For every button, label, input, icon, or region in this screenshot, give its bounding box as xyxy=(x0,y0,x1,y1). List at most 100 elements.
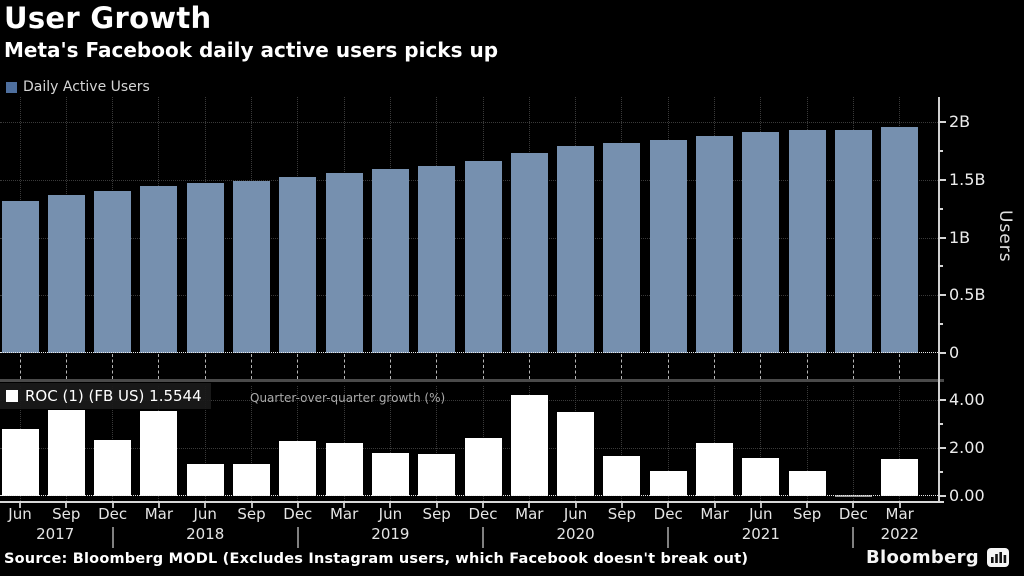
dau-bar[interactable] xyxy=(187,183,224,353)
roc-bar[interactable] xyxy=(187,464,224,496)
y-axis-tick xyxy=(938,447,946,449)
x-label-month: Dec xyxy=(831,506,875,523)
x-tick xyxy=(899,503,901,508)
gridline-gap-dash xyxy=(20,354,21,379)
gridline-gap-dash xyxy=(668,354,669,379)
roc-bar[interactable] xyxy=(326,443,363,496)
year-divider xyxy=(482,527,484,548)
y-axis-label: 0.00 xyxy=(949,487,1013,505)
dau-bar[interactable] xyxy=(650,140,687,353)
y-axis-tick xyxy=(938,121,946,123)
gridline-gap-dash xyxy=(853,354,854,379)
x-label-month: Sep xyxy=(600,506,644,523)
x-tick xyxy=(436,503,438,508)
roc-bar[interactable] xyxy=(279,441,316,496)
dau-bar[interactable] xyxy=(465,161,502,353)
bloomberg-wordmark: Bloomberg xyxy=(866,547,979,568)
roc-bar[interactable] xyxy=(233,464,270,496)
y-axis-minor-tick xyxy=(938,150,943,152)
x-label-month: Jun xyxy=(739,506,783,523)
y-axis-label: 2B xyxy=(949,113,1013,131)
x-label-month: Dec xyxy=(646,506,690,523)
roc-bar[interactable] xyxy=(789,471,826,496)
x-label-month: Sep xyxy=(415,506,459,523)
y-axis-minor-tick xyxy=(938,423,943,425)
dau-bar[interactable] xyxy=(696,136,733,353)
x-tick xyxy=(297,503,299,508)
y-axis-minor-tick xyxy=(938,471,943,473)
x-tick xyxy=(528,503,530,508)
roc-bar[interactable] xyxy=(2,429,39,496)
panel-separator xyxy=(0,379,944,382)
legend-roc[interactable]: ROC (1) (FB US) 1.5544 xyxy=(0,383,211,409)
dau-bar[interactable] xyxy=(418,166,455,353)
dau-bar[interactable] xyxy=(140,186,177,353)
dau-bar[interactable] xyxy=(789,130,826,353)
roc-bar[interactable] xyxy=(511,395,548,496)
roc-bar[interactable] xyxy=(603,456,640,496)
x-label-month: Sep xyxy=(785,506,829,523)
roc-bar[interactable] xyxy=(372,453,409,496)
gridline-gap-dash xyxy=(390,354,391,379)
roc-bar[interactable] xyxy=(557,412,594,496)
dau-bar[interactable] xyxy=(603,143,640,353)
y-axis-tick xyxy=(938,399,946,401)
x-label-month: Jun xyxy=(554,506,598,523)
y-axis-tick xyxy=(938,237,946,239)
gridline-gap-dash xyxy=(529,354,530,379)
dau-bar[interactable] xyxy=(881,127,918,353)
dau-bar[interactable] xyxy=(48,195,85,353)
roc-bar[interactable] xyxy=(418,454,455,496)
x-tick xyxy=(65,503,67,508)
x-label-month: Dec xyxy=(91,506,135,523)
roc-bar[interactable] xyxy=(465,438,502,496)
roc-bar[interactable] xyxy=(48,410,85,496)
legend-daily-active-users[interactable]: Daily Active Users xyxy=(6,79,150,95)
gridline-horizontal xyxy=(0,122,938,123)
dau-bar[interactable] xyxy=(233,181,270,353)
x-label-month: Mar xyxy=(507,506,551,523)
gridline-gap-dash xyxy=(436,354,437,379)
year-divider xyxy=(112,527,114,548)
roc-bar[interactable] xyxy=(742,458,779,496)
x-label-month: Mar xyxy=(878,506,922,523)
x-label-year: 2021 xyxy=(731,526,791,543)
x-tick xyxy=(575,503,577,508)
gridline-gap-dash xyxy=(714,354,715,379)
legend-label: Daily Active Users xyxy=(23,79,150,95)
dau-bar[interactable] xyxy=(835,130,872,353)
x-tick xyxy=(714,503,716,508)
gridline-gap-dash xyxy=(158,354,159,379)
dau-bar[interactable] xyxy=(372,169,409,353)
x-tick xyxy=(482,503,484,508)
source-line: Source: Bloomberg MODL (Excludes Instagr… xyxy=(4,551,748,567)
gridline-gap-dash xyxy=(112,354,113,379)
roc-bar[interactable] xyxy=(650,471,687,496)
year-divider xyxy=(667,527,669,548)
x-label-month: Sep xyxy=(44,506,88,523)
dau-bar[interactable] xyxy=(279,177,316,353)
x-label-year: 2018 xyxy=(175,526,235,543)
x-label-year: 2020 xyxy=(546,526,606,543)
roc-bar[interactable] xyxy=(881,459,918,496)
chart-subtitle: Meta's Facebook daily active users picks… xyxy=(4,38,498,62)
dau-bar[interactable] xyxy=(94,191,131,353)
roc-bar[interactable] xyxy=(696,443,733,496)
gridline-gap-dash xyxy=(251,354,252,379)
dau-bar[interactable] xyxy=(511,153,548,353)
x-tick xyxy=(19,503,21,508)
roc-bar[interactable] xyxy=(140,411,177,496)
dau-bar[interactable] xyxy=(557,146,594,353)
dau-bar[interactable] xyxy=(742,132,779,353)
zero-line xyxy=(0,352,938,353)
x-label-year: 2019 xyxy=(360,526,420,543)
gridline-gap-dash xyxy=(483,354,484,379)
roc-bar[interactable] xyxy=(94,440,131,496)
x-tick xyxy=(251,503,253,508)
dau-bar[interactable] xyxy=(326,173,363,353)
y-axis-tick xyxy=(938,179,946,181)
y-axis-minor-tick xyxy=(938,323,943,325)
x-label-month: Jun xyxy=(368,506,412,523)
gridline-gap-dash xyxy=(621,354,622,379)
dau-bar[interactable] xyxy=(2,201,39,353)
